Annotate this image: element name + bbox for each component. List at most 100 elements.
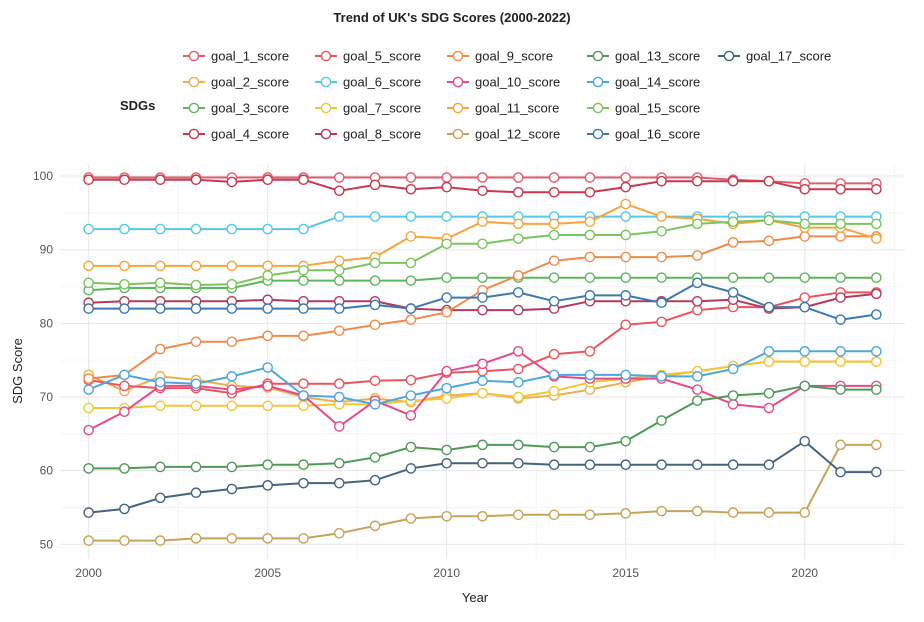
legend-item-goal-15-score: goal_15_score: [587, 101, 700, 116]
y-tick-label: 70: [40, 390, 54, 404]
data-point: [692, 371, 703, 382]
legend-label: goal_11_score: [475, 101, 559, 116]
data-point: [226, 279, 238, 290]
data-point: [871, 272, 882, 283]
legend-label: goal_8_score: [343, 127, 421, 142]
data-point: [584, 272, 596, 283]
data-point: [119, 369, 130, 381]
legend-label: goal_4_score: [211, 127, 289, 142]
legend-label: goal_10_score: [475, 75, 560, 90]
data-point: [656, 272, 667, 283]
data-point: [513, 233, 524, 244]
chart-title: Trend of UK's SDG Scores (2000-2022): [333, 10, 570, 25]
data-point: [871, 218, 882, 230]
data-point: [692, 175, 703, 187]
data-point: [405, 390, 417, 401]
x-tick-label: 2010: [433, 566, 460, 580]
legend-item-goal-10-score: goal_10_score: [447, 75, 560, 90]
data-point: [548, 255, 560, 267]
y-axis-label: SDG Score: [10, 338, 25, 404]
data-point: [656, 225, 667, 237]
data-point: [584, 251, 596, 263]
legend-label: goal_5_score: [343, 49, 421, 64]
data-point: [727, 390, 739, 401]
data-point: [154, 400, 166, 412]
legend-label: goal_17_score: [746, 49, 831, 64]
series-goal-3-score: [83, 272, 882, 296]
y-tick-label: 60: [40, 464, 54, 478]
legend-swatch-point: [452, 76, 464, 88]
data-point: [405, 441, 417, 453]
data-point: [441, 457, 452, 469]
series-layer: [83, 172, 882, 546]
data-point: [119, 279, 130, 290]
data-point: [119, 380, 130, 392]
data-point: [83, 260, 94, 272]
data-point: [119, 503, 130, 515]
data-point: [441, 306, 452, 318]
data-point: [226, 384, 238, 395]
data-point: [620, 508, 632, 519]
data-point: [119, 223, 130, 235]
data-point: [333, 255, 345, 267]
data-point: [477, 304, 488, 316]
legend-label: goal_16_score: [615, 127, 700, 142]
data-point: [656, 211, 667, 222]
series-goal-12-score: [83, 439, 882, 546]
data-point: [799, 218, 811, 230]
data-point: [656, 371, 667, 382]
data-point: [226, 461, 238, 473]
data-point: [513, 270, 524, 281]
data-point: [154, 535, 166, 546]
data-point: [83, 303, 94, 314]
data-point: [692, 304, 703, 316]
data-point: [513, 391, 524, 403]
data-point: [154, 343, 166, 355]
data-point: [333, 378, 345, 390]
data-point: [763, 402, 775, 414]
data-point: [262, 459, 273, 471]
legend-item-goal-5-score: goal_5_score: [315, 49, 421, 64]
data-point: [262, 223, 273, 235]
data-point: [799, 346, 811, 357]
series-goal-17-score: [83, 435, 882, 518]
data-point: [620, 459, 632, 471]
data-point: [835, 314, 846, 325]
data-point: [333, 477, 345, 489]
data-point: [477, 439, 488, 451]
data-point: [584, 186, 596, 198]
data-point: [369, 275, 381, 286]
data-point: [369, 319, 381, 331]
data-point: [441, 292, 452, 303]
data-point: [83, 223, 94, 235]
data-point: [727, 399, 739, 410]
data-point: [119, 463, 130, 474]
legend-item-goal-12-score: goal_12_score: [447, 127, 560, 142]
data-point: [763, 214, 775, 226]
data-point: [763, 387, 775, 399]
data-point: [190, 487, 202, 499]
legend-swatch-point: [592, 76, 604, 88]
data-point: [119, 260, 130, 272]
data-point: [799, 435, 811, 447]
data-point: [548, 295, 560, 307]
data-point: [369, 399, 381, 410]
data-point: [620, 181, 632, 193]
data-point: [477, 238, 488, 250]
legend-title: SDGs: [120, 98, 155, 113]
data-point: [83, 277, 94, 289]
data-point: [835, 466, 846, 478]
data-point: [333, 265, 345, 276]
data-point: [190, 174, 202, 186]
series-goal-16-score: [83, 277, 882, 325]
data-point: [369, 452, 381, 463]
data-point: [620, 435, 632, 447]
data-point: [584, 346, 596, 357]
data-point: [656, 415, 667, 426]
data-point: [513, 457, 524, 469]
y-tick-label: 90: [40, 243, 54, 257]
data-point: [656, 297, 667, 309]
legend-item-goal-11-score: goal_11_score: [447, 101, 559, 116]
legend-label: goal_13_score: [615, 49, 700, 64]
data-point: [584, 229, 596, 241]
